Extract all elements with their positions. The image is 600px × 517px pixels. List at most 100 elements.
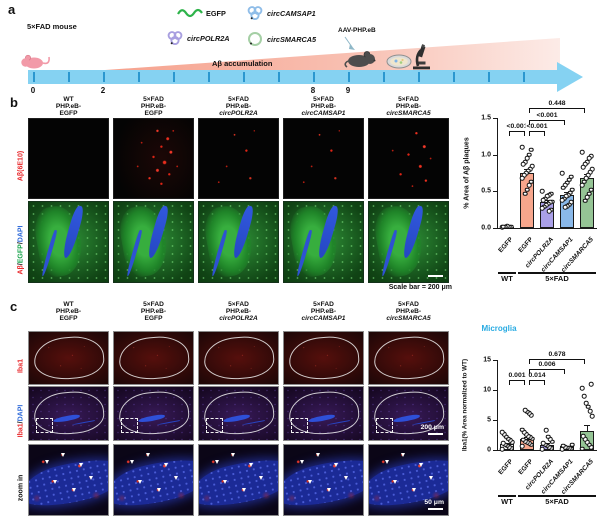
group-line [498, 272, 516, 274]
egfp-wave-icon [177, 8, 203, 18]
micrograph-abeta [368, 118, 449, 199]
data-point [519, 427, 525, 432]
data-point [569, 442, 575, 447]
circ-rna-icon [247, 6, 263, 21]
data-point [499, 429, 505, 435]
timeline-unit-label: (Month) [517, 144, 539, 150]
timeline-tick [488, 72, 490, 82]
data-point [540, 441, 546, 446]
legend-item-circsmarca5: circSMARCA5 [246, 30, 316, 48]
month-label: 9 [345, 86, 351, 95]
y-tick-label: 0.5 [481, 187, 491, 195]
timeline-bar: (Month) [28, 70, 558, 150]
row-label-part: EGFP [17, 244, 25, 264]
legend-item-circpolr2a: circPOLR2A [166, 29, 230, 47]
row-label-part: Aβ [17, 265, 25, 275]
panel-c-label: c [10, 299, 18, 314]
panel-b-label: b [10, 95, 18, 110]
timeline-tick [278, 72, 280, 82]
arrowhead-icon [44, 460, 49, 465]
y-tick [493, 450, 497, 451]
timeline-tick [103, 72, 105, 82]
arrowhead-icon [384, 460, 389, 465]
timeline-tick [348, 72, 350, 82]
x-tick-label: EGFP [517, 236, 535, 255]
micrograph-iba1-dapi: 200 μm [368, 386, 449, 441]
micrograph-zoom-in [198, 444, 279, 516]
data-point [522, 408, 528, 413]
y-tick [493, 154, 497, 156]
row-label-part: Aβ(6E10) [17, 150, 25, 182]
y-tick-label: 5 [487, 416, 491, 424]
legend-item-circcamsap1: circCAMSAP1 [246, 4, 316, 22]
micrograph-abeta-egfp-dapi [368, 201, 449, 283]
arrowhead-icon [214, 460, 219, 465]
petri-dish-icon [386, 54, 412, 69]
x-axis [497, 450, 597, 451]
data-point [579, 446, 585, 452]
panel-a-label: a [8, 2, 16, 17]
arrowhead-icon [137, 480, 142, 484]
p-value-label: <0.001 [535, 112, 559, 119]
data-point [579, 385, 585, 391]
data-point [540, 197, 546, 203]
data-point [539, 189, 545, 194]
micrograph-abeta-egfp-dapi [283, 201, 364, 283]
scale-bar-note: Scale bar = 200 μm [388, 284, 452, 291]
timeline-tick [208, 72, 210, 82]
micrograph-zoom-in [113, 444, 194, 516]
arrowhead-icon [412, 488, 417, 493]
data-point [579, 150, 585, 155]
data-point [559, 170, 565, 176]
micrograph-zoom-in [28, 444, 109, 516]
group-line [498, 495, 516, 497]
column-header: 5×FAD PHP.eB-circPOLR2A [219, 96, 258, 118]
micrograph-iba1-dapi [113, 386, 194, 441]
micrograph-iba1 [28, 331, 109, 385]
group-label: 5×FAD [545, 274, 569, 283]
circ-rna-icon [167, 31, 183, 46]
row-label-part: DAPI [17, 225, 25, 243]
data-point [560, 185, 566, 190]
timeline-arrowhead [557, 62, 583, 92]
scale-bar-label: 200 μm [420, 424, 444, 431]
x-tick-label: EGFP [497, 458, 515, 477]
aav-label: AAV-PHP.eB [338, 27, 376, 34]
y-tick [493, 360, 497, 361]
month-label: 2 [100, 86, 106, 95]
arrowhead-icon [89, 475, 94, 480]
y-tick-label: 10 [483, 386, 491, 394]
data-point [589, 414, 595, 419]
abeta-accumulation-label: Aβ accumulation [212, 59, 273, 68]
y-tick [493, 390, 497, 391]
arrowhead-icon [230, 453, 235, 458]
data-point [539, 447, 545, 452]
abeta-plaque-chart: % Area of Aβ plaques 0.0 0.5 1.0 1.5 EGFP EGFP… [455, 96, 600, 298]
arrowhead-icon [333, 463, 338, 468]
micrograph-iba1 [113, 331, 194, 385]
micrograph-iba1 [368, 331, 449, 385]
column-header: 5×FAD PHP.eB-circPOLR2A [219, 301, 258, 323]
arrowhead-icon [78, 463, 83, 468]
error-bar [547, 200, 548, 203]
legend-label-circsmarca5: circSMARCA5 [267, 34, 317, 44]
timeline-tick [313, 72, 315, 82]
micrograph-zoom-in: 50 μm [368, 444, 449, 516]
significance-bracket [509, 380, 525, 385]
dashed-roi-box [376, 417, 394, 433]
data-point [526, 183, 532, 188]
arrowhead-icon [418, 463, 423, 468]
data-point [500, 224, 506, 230]
arrowhead-icon [392, 480, 397, 484]
micrograph-iba1-dapi [283, 386, 364, 441]
column-header: 5×FAD PHP.eB-circSMARCA5 [386, 96, 431, 118]
group-line [518, 495, 596, 497]
row-label-part: DAPI [17, 404, 25, 422]
micrograph-abeta [113, 118, 194, 199]
arrowhead-icon [145, 453, 150, 458]
timeline-tick [33, 72, 35, 82]
y-tick [493, 420, 497, 421]
dashed-roi-box [36, 417, 54, 433]
microglia-chart: Microglia Iba1(% Area normalized to WT) 0 5… [455, 303, 600, 517]
